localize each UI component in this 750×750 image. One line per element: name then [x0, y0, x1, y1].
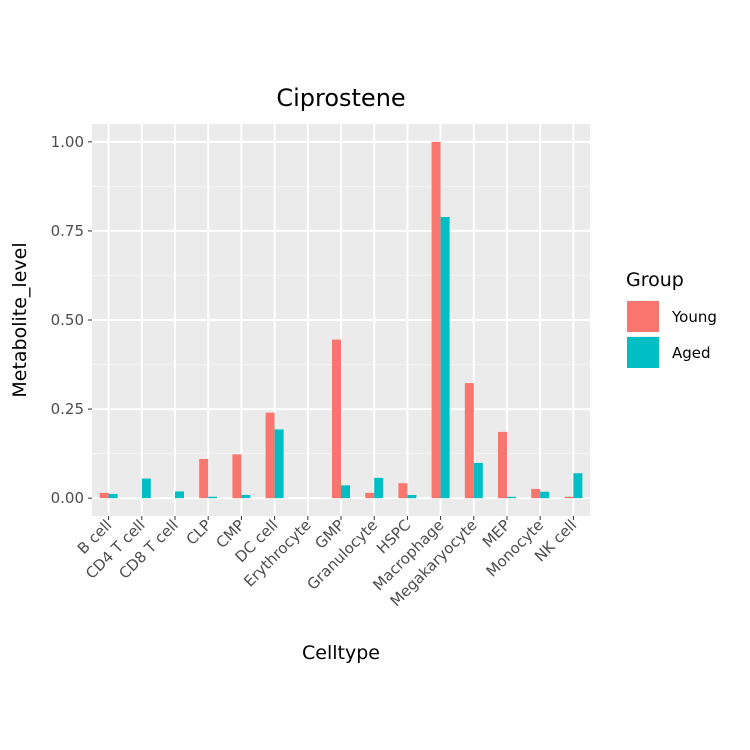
- bar-aged: [473, 462, 483, 499]
- legend-swatch-young: [627, 301, 659, 332]
- legend-label-aged: Aged: [672, 344, 711, 362]
- bar-young: [365, 492, 375, 499]
- x-axis-title: Celltype: [302, 642, 380, 664]
- bar-young: [398, 483, 408, 499]
- bar-young: [464, 383, 474, 499]
- bar-aged: [573, 473, 583, 499]
- bar-young: [531, 488, 541, 499]
- bar-young: [265, 412, 275, 499]
- y-tick-label: 0.50: [51, 311, 84, 329]
- legend: Group Young Aged: [626, 269, 717, 368]
- bar-aged: [208, 496, 218, 499]
- bar-aged: [374, 477, 384, 499]
- y-tick-label: 0.00: [51, 489, 84, 507]
- y-tick-label: 1.00: [51, 133, 84, 151]
- legend-swatch-aged: [627, 337, 659, 368]
- y-axis: 0.00 0.25 0.50 0.75 1.00: [51, 133, 92, 507]
- bar-young: [332, 339, 341, 499]
- bar-young: [498, 431, 507, 499]
- bar-young: [232, 454, 242, 499]
- x-tick-label: CLP: [183, 516, 215, 548]
- bar-aged: [108, 493, 118, 499]
- bar-aged: [274, 429, 284, 499]
- bar-young: [99, 492, 109, 499]
- bar-aged: [175, 491, 184, 499]
- bar-aged: [341, 485, 350, 499]
- bar-aged: [440, 217, 450, 499]
- bars: [99, 141, 583, 499]
- y-axis-title: Metabolite_level: [9, 242, 31, 397]
- bar-aged: [241, 494, 251, 499]
- bar-young: [564, 496, 574, 499]
- chart-title: Ciprostene: [276, 84, 405, 112]
- y-tick-label: 0.25: [51, 400, 84, 418]
- bar-young: [199, 458, 209, 499]
- y-tick-label: 0.75: [51, 222, 84, 240]
- bar-young: [431, 141, 441, 499]
- bar-aged: [141, 478, 151, 499]
- legend-label-young: Young: [671, 308, 717, 326]
- legend-title: Group: [626, 269, 684, 291]
- bar-aged: [507, 496, 516, 499]
- bar-aged: [540, 491, 550, 499]
- bar-aged: [407, 494, 417, 499]
